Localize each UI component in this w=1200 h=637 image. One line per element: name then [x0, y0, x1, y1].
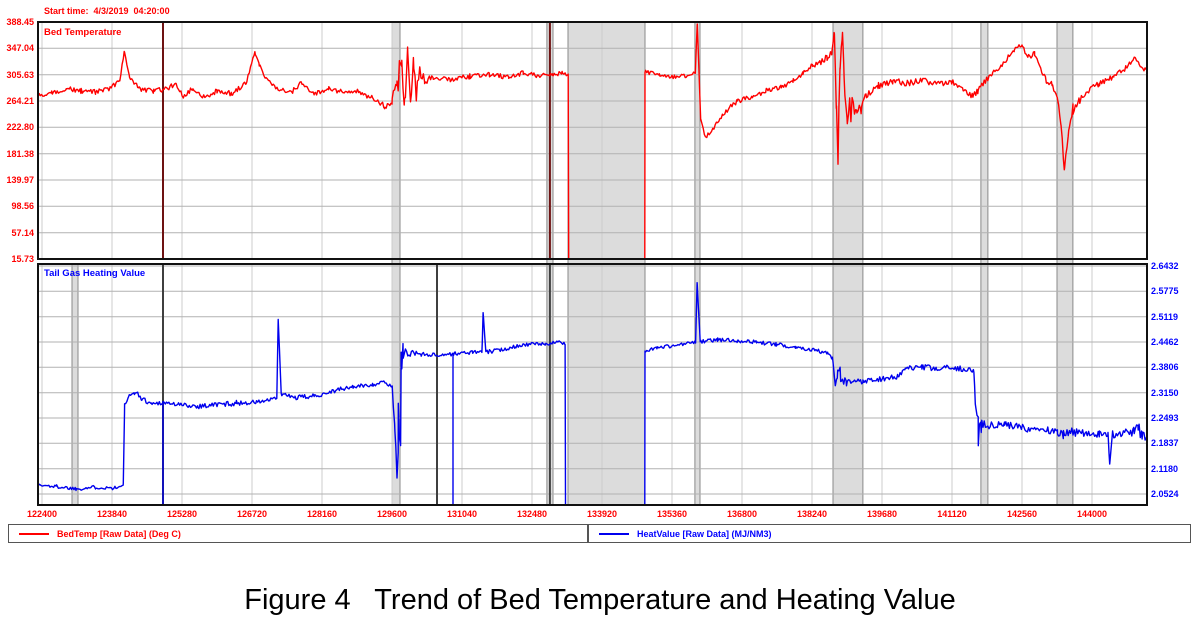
y-tick-label-right: 2.5119	[1151, 311, 1179, 322]
bed-temperature-curve	[38, 23, 1147, 259]
x-tick-label: 138240	[796, 509, 828, 519]
y-tick-label-right: 2.3150	[1151, 387, 1179, 398]
x-tick-label: 122400	[26, 509, 58, 519]
x-tick-label: 139680	[866, 509, 898, 519]
y-tick-label-right: 2.6432	[1151, 261, 1179, 271]
y-tick-label-right: 2.1837	[1151, 438, 1179, 449]
x-tick-label: 142560	[1006, 509, 1038, 519]
x-tick-label: 125280	[166, 509, 198, 519]
x-tick-label: 126720	[236, 509, 268, 519]
legend-item-bedtemp: BedTemp [Raw Data] (Deg C)	[8, 524, 588, 543]
panel-border	[37, 263, 1148, 506]
y-tick-label-right: 2.5775	[1151, 286, 1179, 297]
x-tick-label: 123840	[96, 509, 128, 519]
y-tick-label-left: 222.80	[6, 122, 34, 133]
y-tick-label-right: 2.1180	[1151, 463, 1179, 474]
blue-line-sample-icon	[599, 532, 629, 535]
x-tick-label: 144000	[1076, 509, 1108, 519]
y-tick-label-left: 181.38	[6, 148, 34, 159]
legend-label-bedtemp: BedTemp [Raw Data] (Deg C)	[57, 528, 181, 539]
x-tick-label: 141120	[937, 509, 967, 519]
x-tick-label: 133920	[586, 509, 618, 519]
y-tick-label-left: 264.21	[6, 96, 34, 106]
tail-gas-heating-value-curve	[38, 282, 1147, 505]
x-tick-label: 135360	[656, 509, 688, 519]
panel-title-bed-temperature: Bed Temperature	[44, 27, 122, 38]
y-tick-label-left: 57.14	[11, 227, 34, 238]
legend-item-heatvalue: HeatValue [Raw Data] (MJ/NM3)	[588, 524, 1191, 543]
y-tick-label-left: 347.04	[6, 43, 34, 54]
legend-bar: BedTemp [Raw Data] (Deg C) HeatValue [Ra…	[8, 524, 1191, 543]
panel-title-heating-value: Tail Gas Heating Value	[44, 268, 146, 279]
y-tick-label-right: 2.0524	[1151, 489, 1179, 499]
x-tick-label: 128160	[306, 509, 338, 519]
panel-border	[37, 21, 1148, 260]
start-time-label: Start time: 4/3/2019 04:20:00	[44, 6, 170, 16]
x-tick-label: 132480	[516, 509, 548, 519]
figure-caption: Figure 4 Trend of Bed Temperature and He…	[244, 584, 956, 616]
y-tick-label-left: 139.97	[6, 175, 34, 185]
y-tick-label-right: 2.3806	[1151, 362, 1179, 373]
legend-label-heatvalue: HeatValue [Raw Data] (MJ/NM3)	[637, 528, 772, 539]
red-line-sample-icon	[19, 532, 49, 535]
y-tick-label-left: 98.56	[11, 201, 34, 212]
y-tick-label-left: 305.63	[6, 69, 34, 80]
y-tick-label-left: 15.73	[11, 254, 34, 264]
y-tick-label-left: 388.45	[6, 17, 34, 27]
x-tick-label: 136800	[726, 509, 758, 519]
x-tick-label: 129600	[376, 509, 408, 519]
shaded-band	[72, 264, 78, 505]
y-tick-label-right: 2.2493	[1151, 413, 1179, 423]
x-tick-label: 131040	[446, 509, 478, 519]
y-tick-label-right: 2.4462	[1151, 337, 1179, 347]
